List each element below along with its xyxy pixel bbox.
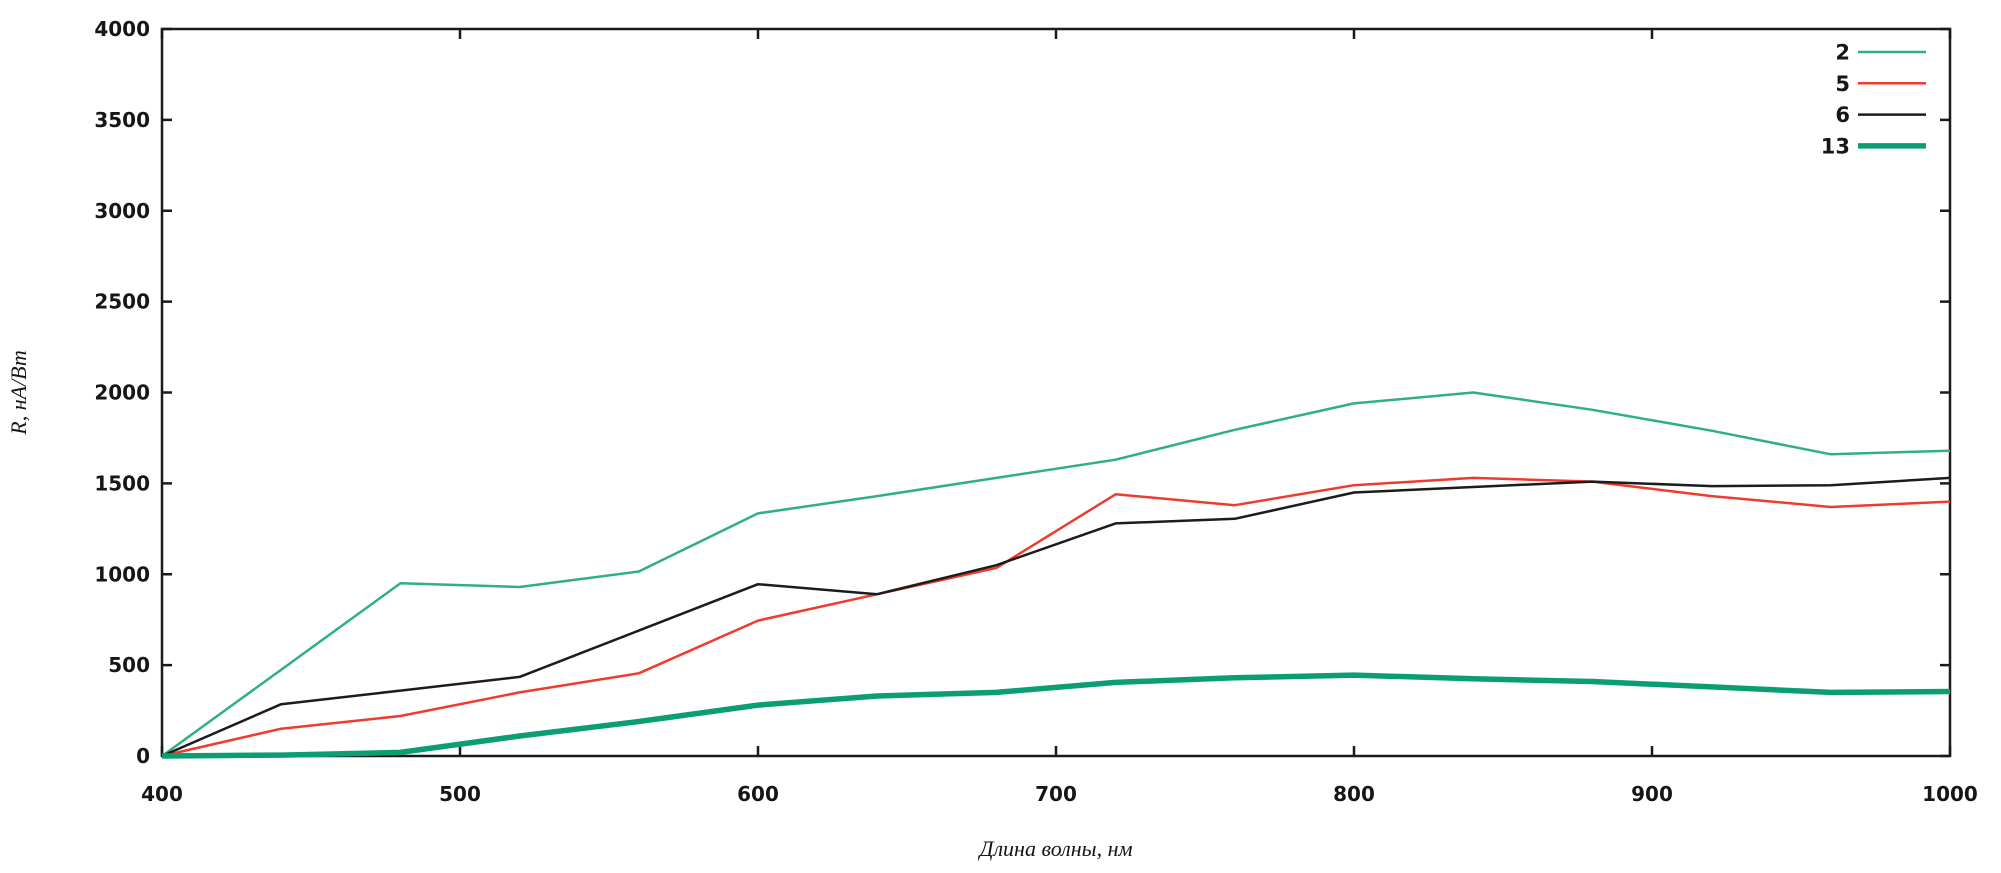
series-13-line [161,672,1951,759]
series-6-line [161,476,1951,758]
y-tick-label: 3500 [94,108,150,132]
legend: 2 5 6 13 [1821,41,1926,158]
x-tick-label: 800 [1333,782,1375,806]
x-tick-label: 1000 [1922,782,1978,806]
y-tick-label: 0 [136,744,150,768]
legend-label: 2 [1835,41,1850,65]
y-tick-label: 1500 [94,471,150,495]
series-5-line [161,476,1951,758]
x-tick-label: 500 [439,782,481,806]
y-axis-title: R, нА/Вт [6,350,31,436]
legend-item: 2 [1835,41,1926,65]
x-tick-label: 700 [1035,782,1077,806]
y-tick-label: 2000 [94,381,150,405]
legend-item: 6 [1835,103,1926,127]
x-tick-label: 600 [737,782,779,806]
legend-item: 13 [1821,134,1926,158]
x-tick-label: 900 [1631,782,1673,806]
y-tick-label: 2500 [94,290,150,314]
y-tick-label: 3000 [94,199,150,223]
x-axis-title: Длина волны, нм [977,836,1132,861]
y-tick-label: 500 [108,653,150,677]
legend-label: 13 [1821,134,1850,158]
y-tick-label: 1000 [94,562,150,586]
legend-label: 6 [1835,103,1850,127]
x-tick-label: 400 [141,782,183,806]
legend-label: 5 [1835,72,1850,96]
series-2-line [161,391,1951,758]
y-tick-label: 4000 [94,17,150,41]
legend-item: 5 [1835,72,1926,96]
